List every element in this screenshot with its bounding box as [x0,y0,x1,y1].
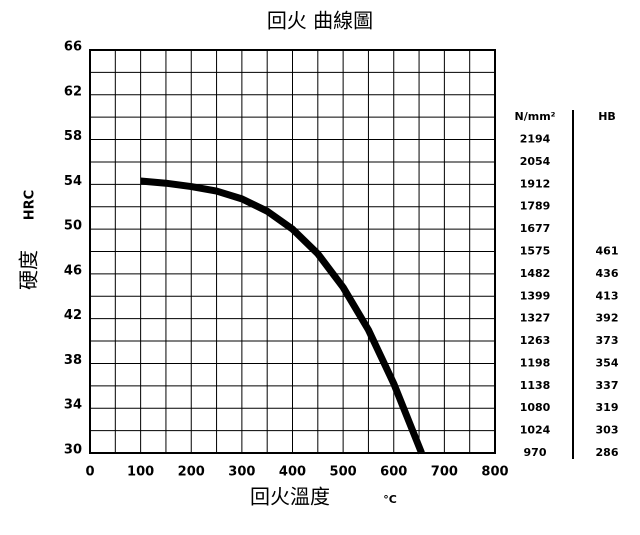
x-tick-label: 400 [279,465,306,480]
x-tick-label: 200 [178,465,205,480]
x-axis-unit: °C [383,493,397,506]
x-tick-label: 800 [481,465,508,480]
y-tick-label: 38 [64,353,82,368]
table-cell: 1263 [520,334,551,347]
x-tick-label: 600 [380,465,407,480]
table-cell: 1327 [520,312,551,325]
table-cell: 373 [596,334,619,347]
x-tick-label: 700 [431,465,458,480]
table-cell: 2194 [520,133,551,146]
table-cell: 1482 [520,267,551,280]
table-cell: 461 [596,245,619,258]
chart-title: 回火 曲線圖 [267,9,373,33]
table-cell: 1399 [520,289,551,302]
table-cell: 1138 [520,379,551,392]
table-cell: 1789 [520,200,551,213]
table-cell: 337 [596,379,619,392]
x-axis-label: 回火溫度 [250,485,330,509]
y-axis-label: 硬度 [17,250,41,290]
y-tick-label: 34 [64,398,82,413]
y-tick-label: 42 [64,308,82,323]
y-tick-label: 46 [64,263,82,278]
y-tick-label: 62 [64,84,82,99]
table-cell: 1575 [520,245,551,258]
table-cell: 413 [596,289,619,302]
table-cell: 1912 [520,177,551,190]
x-tick-label: 500 [330,465,357,480]
y-tick-label: 54 [64,174,82,189]
table-cell: 970 [524,446,547,459]
table-cell: 436 [596,267,619,280]
table-cell: 1080 [520,401,551,414]
table-header: N/mm² [515,110,556,123]
y-tick-label: 58 [64,129,82,144]
x-tick-label: 100 [127,465,154,480]
table-cell: 1024 [520,424,551,437]
y-tick-label: 50 [64,219,82,234]
table-cell: 392 [596,312,619,325]
table-header: HB [598,110,616,123]
y-tick-label: 30 [64,443,82,458]
x-tick-label: 0 [85,465,94,480]
table-cell: 1677 [520,222,551,235]
table-cell: 319 [596,401,619,414]
table-cell: 303 [596,424,619,437]
curve [140,177,425,455]
table-cell: 2054 [520,155,551,168]
y-tick-label: 66 [64,40,82,55]
plot-border [89,49,496,454]
table-cell: 1198 [520,356,551,369]
table-cell: 286 [596,446,619,459]
x-tick-label: 300 [228,465,255,480]
table-cell: 354 [596,356,619,369]
y-axis-unit: HRC [23,190,38,220]
